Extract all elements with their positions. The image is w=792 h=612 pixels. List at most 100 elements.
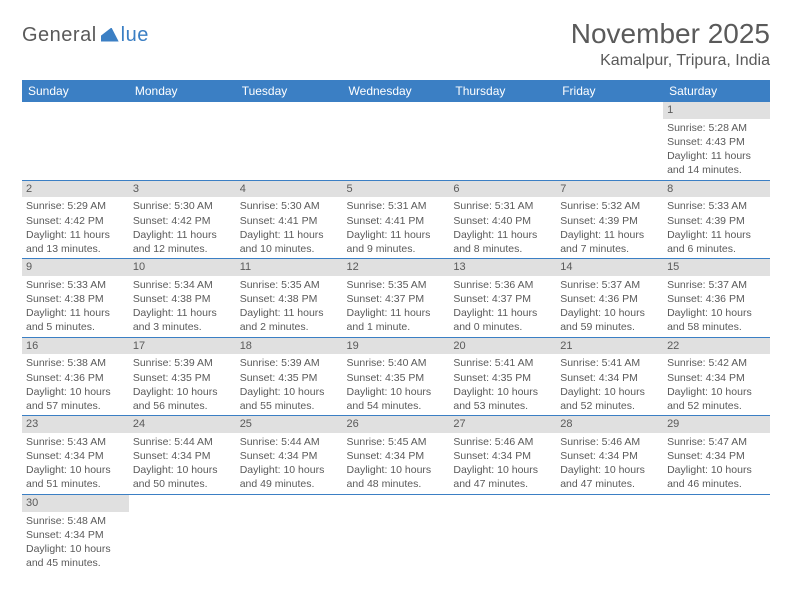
calendar-cell: 11 Sunrise: 5:35 AMSunset: 4:38 PMDayligh… [236,259,343,338]
day-number: 20 [449,338,556,355]
daylight-line: Daylight: 11 hours and 9 minutes. [347,228,444,256]
day-number: 28 [556,416,663,433]
sunrise-line: Sunrise: 5:41 AM [560,356,657,370]
calendar-cell: 1Sunrise: 5:28 AMSunset: 4:43 PMDaylight… [663,102,770,180]
day-header: Saturday [663,80,770,102]
calendar-cell: 10Sunrise: 5:34 AMSunset: 4:38 PMDayligh… [129,259,236,338]
sunset-line: Sunset: 4:42 PM [26,214,123,228]
calendar-cell: 7Sunrise: 5:32 AMSunset: 4:39 PMDaylight… [556,180,663,259]
daylight-line: Daylight: 10 hours and 49 minutes. [240,463,337,491]
daylight-line: Daylight: 11 hours and 6 minutes. [667,228,764,256]
calendar-cell: 18Sunrise: 5:39 AMSunset: 4:35 PMDayligh… [236,337,343,416]
sunset-line: Sunset: 4:39 PM [560,214,657,228]
sunrise-line: Sunrise: 5:35 AM [347,278,444,292]
logo: General lue [22,24,149,47]
day-number: 3 [129,181,236,198]
sunrise-line: Sunrise: 5:35 AM [240,278,337,292]
day-number: 6 [449,181,556,198]
sunset-line: Sunset: 4:40 PM [453,214,550,228]
day-content: Sunrise: 5:37 AMSunset: 4:36 PMDaylight:… [556,276,663,337]
sunset-line: Sunset: 4:38 PM [133,292,230,306]
day-content: Sunrise: 5:31 AMSunset: 4:41 PMDaylight:… [343,197,450,258]
calendar-cell [236,494,343,572]
day-number: 16 [22,338,129,355]
day-header: Thursday [449,80,556,102]
day-number: 19 [343,338,450,355]
sunrise-line: Sunrise: 5:36 AM [453,278,550,292]
day-header: Tuesday [236,80,343,102]
day-number: 11 [236,259,343,276]
day-number: 14 [556,259,663,276]
day-content: Sunrise: 5:44 AMSunset: 4:34 PMDaylight:… [236,433,343,494]
daylight-line: Daylight: 10 hours and 58 minutes. [667,306,764,334]
calendar-cell [236,102,343,180]
day-header: Friday [556,80,663,102]
sunset-line: Sunset: 4:39 PM [667,214,764,228]
sunset-line: Sunset: 4:38 PM [240,292,337,306]
day-content: Sunrise: 5:43 AMSunset: 4:34 PMDaylight:… [22,433,129,494]
day-number: 1 [663,102,770,119]
day-number: 30 [22,495,129,512]
day-number: 27 [449,416,556,433]
day-content: Sunrise: 5:45 AMSunset: 4:34 PMDaylight:… [343,433,450,494]
logo-text-blue: lue [121,24,149,47]
day-number: 29 [663,416,770,433]
day-content: Sunrise: 5:37 AMSunset: 4:36 PMDaylight:… [663,276,770,337]
calendar-cell: 3Sunrise: 5:30 AMSunset: 4:42 PMDaylight… [129,180,236,259]
sunset-line: Sunset: 4:41 PM [347,214,444,228]
sunset-line: Sunset: 4:41 PM [240,214,337,228]
daylight-line: Daylight: 11 hours and 3 minutes. [133,306,230,334]
calendar-cell [343,494,450,572]
calendar-cell [343,102,450,180]
sunset-line: Sunset: 4:35 PM [347,371,444,385]
calendar-cell [449,102,556,180]
sunrise-line: Sunrise: 5:30 AM [133,199,230,213]
calendar-cell [129,102,236,180]
daylight-line: Daylight: 10 hours and 47 minutes. [453,463,550,491]
sunset-line: Sunset: 4:37 PM [347,292,444,306]
sunrise-line: Sunrise: 5:37 AM [560,278,657,292]
day-number: 26 [343,416,450,433]
day-content: Sunrise: 5:40 AMSunset: 4:35 PMDaylight:… [343,354,450,415]
day-content: Sunrise: 5:29 AMSunset: 4:42 PMDaylight:… [22,197,129,258]
sunrise-line: Sunrise: 5:34 AM [133,278,230,292]
sunrise-line: Sunrise: 5:40 AM [347,356,444,370]
day-content: Sunrise: 5:34 AMSunset: 4:38 PMDaylight:… [129,276,236,337]
calendar-cell: 8Sunrise: 5:33 AMSunset: 4:39 PMDaylight… [663,180,770,259]
calendar-cell: 17Sunrise: 5:39 AMSunset: 4:35 PMDayligh… [129,337,236,416]
daylight-line: Daylight: 11 hours and 0 minutes. [453,306,550,334]
calendar-cell [556,102,663,180]
day-number: 10 [129,259,236,276]
sunset-line: Sunset: 4:38 PM [26,292,123,306]
day-content: Sunrise: 5:30 AMSunset: 4:41 PMDaylight:… [236,197,343,258]
sunrise-line: Sunrise: 5:41 AM [453,356,550,370]
sunrise-line: Sunrise: 5:29 AM [26,199,123,213]
calendar-cell: 20Sunrise: 5:41 AMSunset: 4:35 PMDayligh… [449,337,556,416]
daylight-line: Daylight: 11 hours and 12 minutes. [133,228,230,256]
day-content: Sunrise: 5:28 AMSunset: 4:43 PMDaylight:… [663,119,770,180]
sunrise-line: Sunrise: 5:39 AM [240,356,337,370]
calendar-table: SundayMondayTuesdayWednesdayThursdayFrid… [22,80,770,572]
calendar-location: Kamalpur, Tripura, India [571,52,770,70]
sunrise-line: Sunrise: 5:33 AM [667,199,764,213]
daylight-line: Daylight: 11 hours and 10 minutes. [240,228,337,256]
day-content: Sunrise: 5:31 AMSunset: 4:40 PMDaylight:… [449,197,556,258]
sunset-line: Sunset: 4:34 PM [347,449,444,463]
calendar-cell: 12Sunrise: 5:35 AMSunset: 4:37 PMDayligh… [343,259,450,338]
day-number: 17 [129,338,236,355]
daylight-line: Daylight: 10 hours and 54 minutes. [347,385,444,413]
day-content: Sunrise: 5:39 AMSunset: 4:35 PMDaylight:… [129,354,236,415]
sunset-line: Sunset: 4:34 PM [133,449,230,463]
daylight-line: Daylight: 11 hours and 2 minutes. [240,306,337,334]
calendar-cell [22,102,129,180]
day-number: 22 [663,338,770,355]
daylight-line: Daylight: 10 hours and 55 minutes. [240,385,337,413]
sunset-line: Sunset: 4:34 PM [667,449,764,463]
calendar-cell: 30Sunrise: 5:48 AMSunset: 4:34 PMDayligh… [22,494,129,572]
sunrise-line: Sunrise: 5:28 AM [667,121,764,135]
calendar-cell [129,494,236,572]
day-number: 12 [343,259,450,276]
sunset-line: Sunset: 4:35 PM [240,371,337,385]
day-header: Monday [129,80,236,102]
header: General lue November 2025 Kamalpur, Trip… [22,18,770,70]
